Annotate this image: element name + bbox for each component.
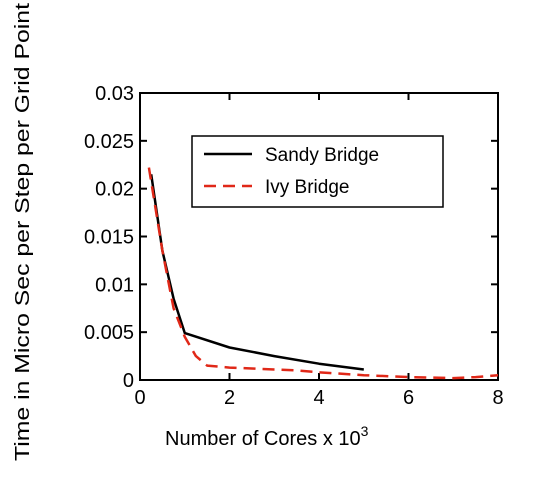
y-tick-label: 0.02 [95,179,134,201]
legend-label-sandy-bridge: Sandy Bridge [265,145,379,166]
y-axis-ticks: 0 0.005 0.01 0.015 0.02 0.025 0.03 [84,83,498,392]
y-tick-label: 0.015 [84,227,134,249]
x-tick-label: 8 [492,387,503,409]
legend: Sandy Bridge Ivy Bridge [191,135,444,208]
legend-label-ivy-bridge: Ivy Bridge [265,177,349,198]
y-tick-label: 0.03 [95,83,134,105]
series-layer [147,167,499,380]
x-axis-label-superscript: 3 [361,423,369,439]
x-tick-label: 4 [313,387,324,409]
x-tick-label: 6 [403,387,414,409]
x-tick-label: 2 [224,387,235,409]
x-tick-label: 0 [134,387,145,409]
y-tick-label: 0 [123,370,134,392]
y-tick-label: 0.025 [84,131,134,153]
y-tick-label: 0.01 [95,274,134,296]
series-line-sandy-bridge [149,174,364,371]
y-tick-label: 0.005 [84,322,134,344]
x-axis-ticks: 0 2 4 6 8 [134,93,504,409]
x-axis-label-text: Number of Cores x 10 [165,428,361,450]
legend-box [191,135,444,208]
y-axis-label: Time in Micro Sec per Step per Grid Poin… [12,2,34,461]
x-axis-label: Number of Cores x 103 [165,423,369,450]
series-line-ivy-bridge [147,167,499,380]
